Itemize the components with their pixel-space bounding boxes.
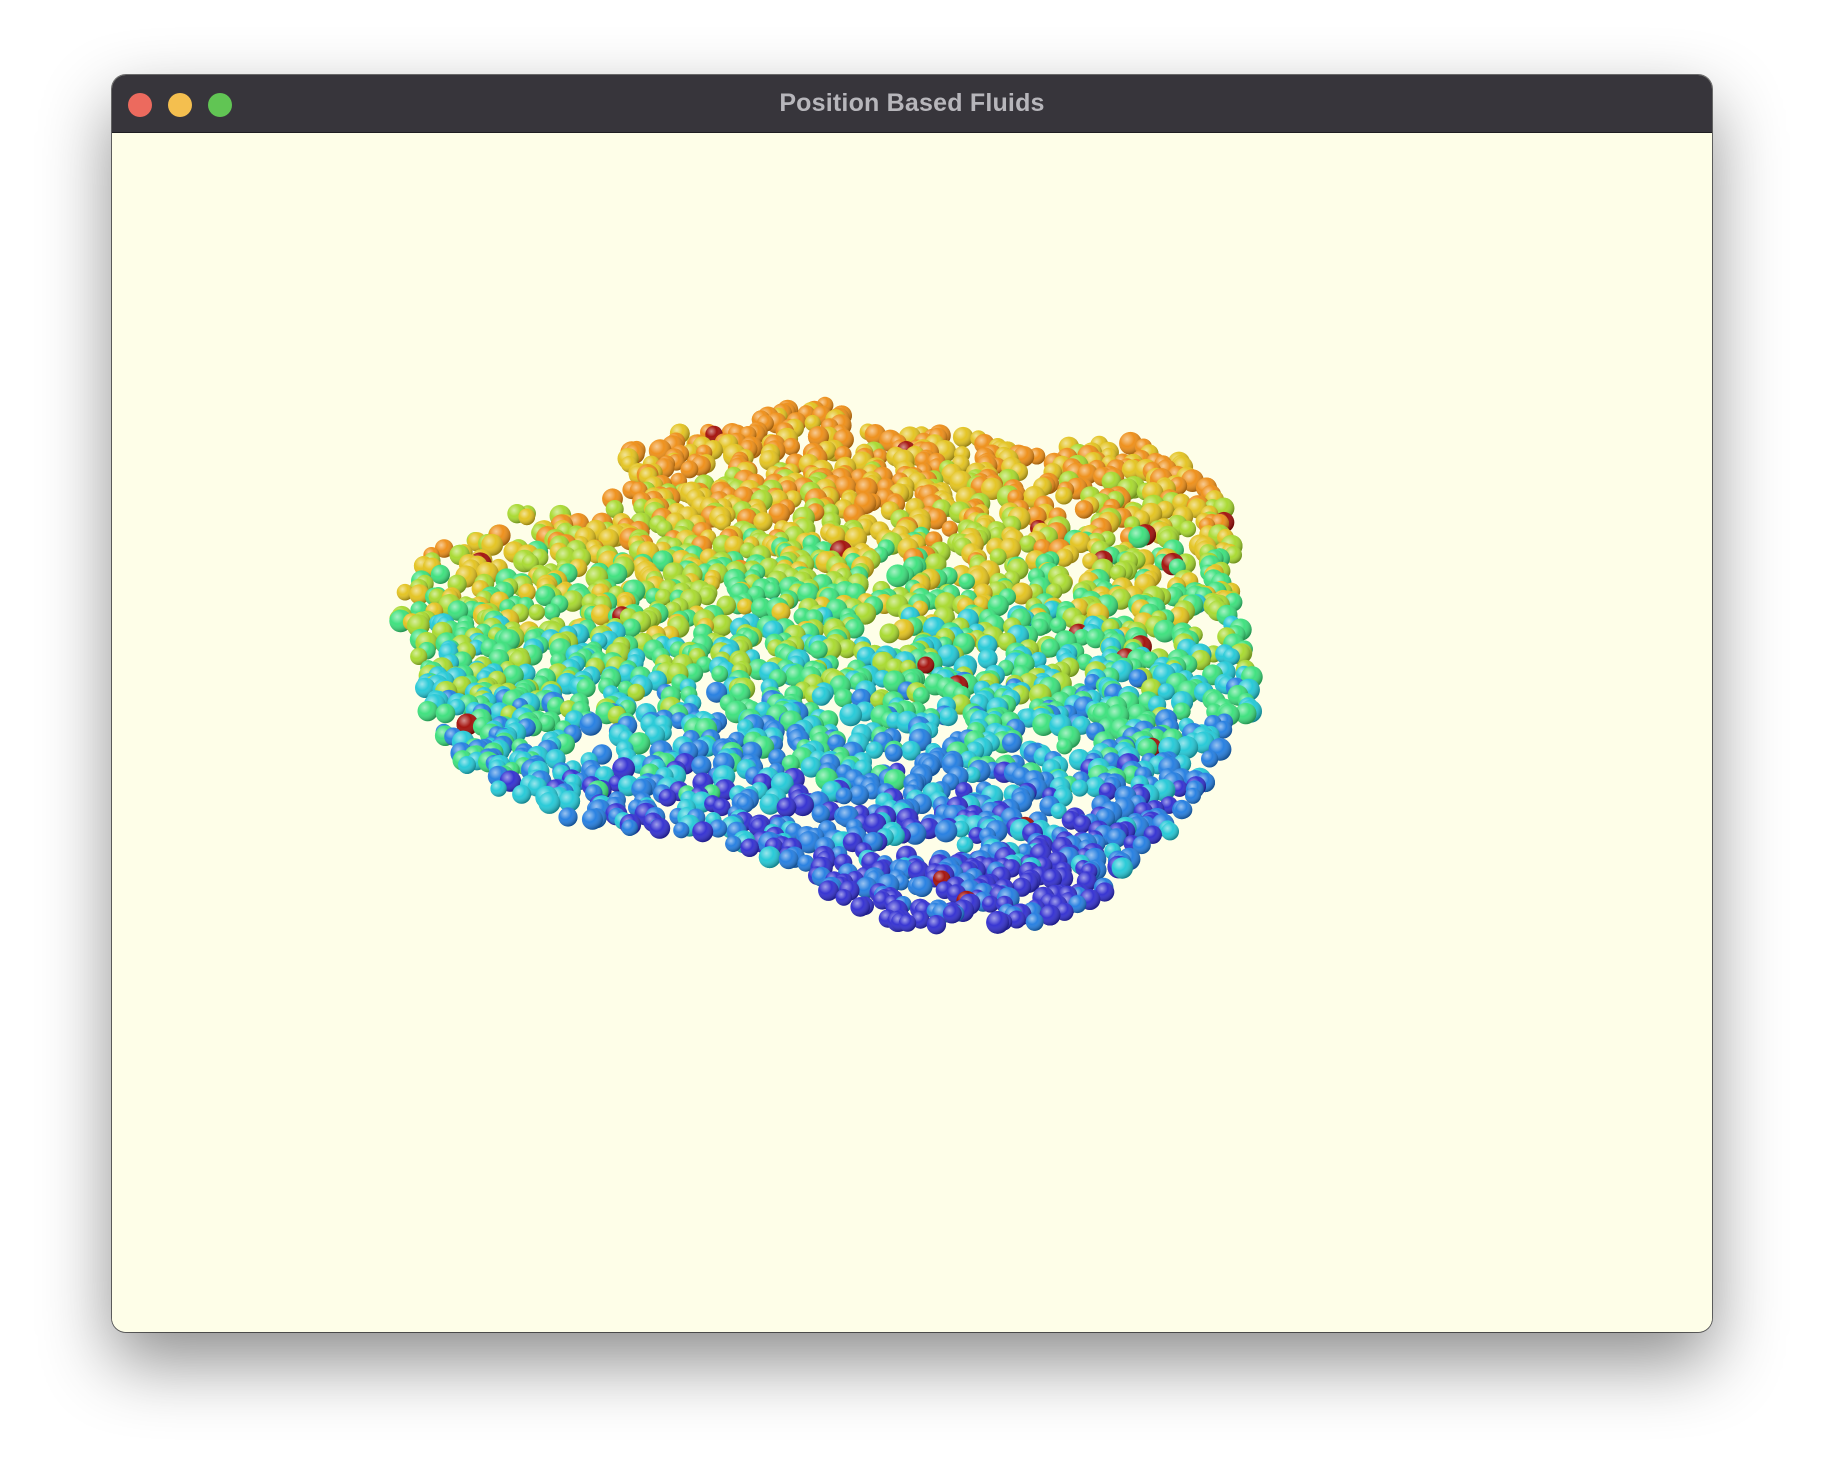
fluid-viewport[interactable] (112, 133, 1712, 1332)
app-window: Position Based Fluids (112, 75, 1712, 1332)
particle-shading (579, 713, 603, 736)
particle-shading (737, 598, 754, 615)
title-bar[interactable]: Position Based Fluids (112, 75, 1712, 133)
particle-shading (753, 512, 773, 532)
particle-shading (952, 426, 974, 448)
particle-shading (768, 503, 790, 525)
particle-render (389, 396, 1263, 935)
particle-shading (958, 573, 975, 590)
particle-shading (809, 640, 828, 659)
zoom-button[interactable] (208, 93, 232, 117)
particle-shading (763, 582, 781, 600)
particle-shading (528, 604, 545, 621)
particle-shading (1179, 520, 1197, 538)
particle-shading (518, 508, 536, 526)
particle-shading (1001, 732, 1022, 753)
particle-shading (939, 707, 958, 727)
particle-shading (811, 686, 832, 706)
particle-shading (1055, 487, 1073, 505)
particle-shading (925, 508, 947, 530)
particle-shading (879, 623, 900, 644)
particle-shading (711, 665, 729, 683)
particle-shading (417, 700, 438, 722)
close-button[interactable] (128, 93, 152, 117)
particle-shading (839, 703, 863, 727)
minimize-button[interactable] (168, 93, 192, 117)
particle-shading (435, 703, 456, 724)
particle-shading (1074, 500, 1094, 519)
particle-shading (430, 564, 450, 584)
particle-shading (886, 564, 910, 588)
particle-shading (782, 437, 800, 456)
particle-shading (912, 687, 930, 704)
window-title: Position Based Fluids (779, 89, 1045, 117)
particle-shading (714, 514, 731, 531)
particle-shading (680, 460, 699, 479)
